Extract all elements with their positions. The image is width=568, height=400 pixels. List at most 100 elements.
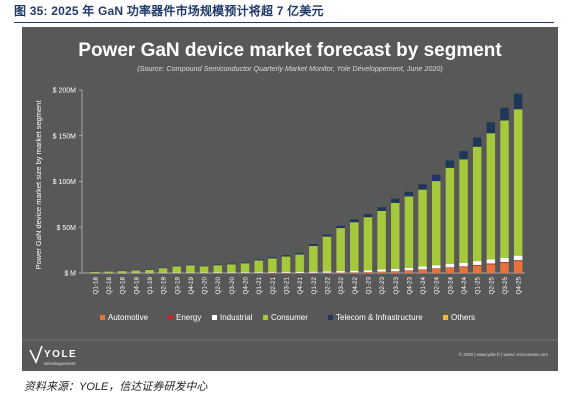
x-tick-label: Q3-18 [120, 277, 127, 295]
bar-segment-telecom-infrastructure-q2-22 [322, 234, 332, 237]
bar-segment-industrial-q3-22 [336, 271, 345, 273]
bar-segment-telecom-infrastructure-q4-22 [350, 219, 359, 223]
bar-segment-consumer-q4-22 [350, 222, 359, 271]
bar-segment-consumer-q3-18 [117, 270, 127, 273]
bar-segment-consumer-q2-19 [158, 268, 168, 273]
x-tick-label: Q1-18 [92, 277, 99, 295]
x-tick-label: Q2-18 [106, 277, 113, 295]
bar-segment-telecom-infrastructure-q3-22 [336, 225, 345, 229]
bar-segment-industrial-q1-24 [418, 266, 427, 270]
legend-swatch [168, 315, 173, 320]
bar-segment-consumer-q4-24 [459, 159, 468, 263]
bar-segment-automotive-q3-25 [500, 262, 509, 273]
bar-segment-energy-q3-25 [500, 262, 509, 263]
legend-swatch [328, 315, 333, 320]
x-tick-label: Q4-22 [352, 277, 359, 295]
bar-segment-industrial-q4-20 [240, 272, 250, 273]
caption-rule [14, 22, 554, 23]
bar-segment-telecom-infrastructure-q2-23 [377, 207, 386, 211]
bar-segment-industrial-q2-23 [377, 269, 386, 272]
chart-panel [22, 27, 558, 371]
figure-caption: 图 35: 2025 年 GaN 功率器件市场规模预计将超 7 亿美元 [14, 4, 324, 18]
bar-segment-telecom-infrastructure-q4-21 [295, 253, 304, 255]
bar-segment-telecom-infrastructure-q2-25 [486, 122, 496, 134]
bar-segment-telecom-infrastructure-q3-20 [227, 263, 236, 265]
bar-segment-telecom-infrastructure-q3-24 [445, 160, 455, 168]
bar-segment-consumer-q3-21 [281, 256, 291, 273]
x-tick-label: Q4-25 [516, 277, 523, 295]
bar-segment-consumer-q1-23 [363, 217, 373, 271]
bar-segment-automotive-q1-24 [418, 269, 427, 273]
x-tick-label: Q4-21 [297, 277, 304, 295]
bar-segment-industrial-q2-24 [432, 265, 441, 269]
legend-swatch [100, 315, 105, 320]
bar-segment-automotive-q4-23 [404, 270, 414, 273]
bar-segment-industrial-q4-22 [350, 270, 359, 273]
bar-segment-consumer-q2-25 [486, 133, 496, 260]
bar-segment-telecom-infrastructure-q3-25 [500, 107, 509, 121]
x-tick-label: Q2-24 [434, 277, 441, 295]
bar-segment-energy-q3-24 [445, 267, 455, 268]
bar-segment-automotive-q1-25 [472, 265, 482, 273]
bar-segment-consumer-q4-19 [186, 265, 195, 273]
x-tick-label: Q2-25 [488, 277, 495, 295]
y-ticks: $ M $ 50M $ 100M $ 150M $ 200M [53, 88, 82, 278]
legend-label: Consumer [271, 313, 308, 322]
bar-segment-industrial-q1-23 [363, 270, 373, 273]
bar-segment-industrial-q2-22 [322, 271, 332, 273]
bar-segment-consumer-q1-25 [472, 146, 482, 262]
bar-segment-industrial-q3-24 [445, 263, 455, 268]
bar-segment-automotive-q3-24 [445, 267, 455, 273]
x-tick-label: Q1-24 [420, 277, 427, 295]
bar-segment-telecom-infrastructure-q4-24 [459, 151, 468, 160]
legend-label: Energy [176, 313, 201, 322]
x-tick-label: Q2-19 [161, 277, 168, 295]
y-tick-label: $ 150M [53, 133, 77, 140]
x-tick-label: Q2-20 [215, 277, 222, 295]
bar-segment-consumer-q3-19 [172, 266, 181, 273]
bar-segment-consumer-q3-25 [500, 120, 509, 258]
x-tick-label: Q2-21 [270, 277, 277, 295]
logo-text: YOLE [44, 349, 77, 360]
x-tick-label: Q1-20 [202, 277, 209, 295]
y-tick-label: $ 50M [57, 225, 77, 232]
bars [90, 93, 523, 274]
x-tick-label: Q4-23 [406, 277, 413, 295]
x-ticks: Q1-18 Q2-18 Q3-18 Q4-18 Q1-19 Q2-19 Q3-19 Q4-19… [92, 277, 522, 295]
y-tick-label: $ 100M [53, 179, 77, 186]
x-tick-label: Q4-24 [461, 277, 468, 295]
bar-segment-telecom-infrastructure-q4-23 [404, 191, 414, 197]
bar-segment-energy-q4-25 [513, 260, 523, 262]
chart-subtitle: (Source: Compound Semiconductor Quarterl… [137, 64, 443, 73]
bar-segment-automotive-q4-25 [513, 261, 523, 273]
x-tick-label: Q3-24 [447, 277, 454, 295]
bar-segment-automotive-q2-25 [486, 264, 496, 273]
x-tick-label: Q4-19 [188, 277, 195, 295]
bar-segment-energy-q1-25 [472, 264, 482, 266]
bar-segment-telecom-infrastructure-q4-20 [240, 262, 250, 264]
legend-label: Others [451, 313, 475, 322]
x-tick-label: Q1-21 [256, 277, 263, 295]
x-tick-label: Q1-23 [365, 277, 372, 295]
x-tick-label: Q3-25 [502, 277, 509, 295]
legend-label: Telecom & Infrastructure [336, 313, 423, 322]
x-tick-label: Q3-22 [338, 277, 345, 295]
bar-segment-telecom-infrastructure-q1-24 [418, 184, 427, 190]
x-tick-label: Q1-22 [311, 277, 318, 295]
bar-segment-automotive-q4-24 [459, 267, 468, 273]
bar-segment-consumer-q2-18 [104, 271, 113, 273]
bar-segment-consumer-q2-22 [322, 236, 332, 272]
x-tick-label: Q1-19 [147, 277, 154, 295]
bar-segment-consumer-q2-24 [432, 181, 441, 266]
yole-logo: YOLE Développement [29, 345, 77, 366]
bar-segment-telecom-infrastructure-q4-19 [186, 264, 195, 266]
bar-segment-industrial-q1-21 [254, 272, 263, 273]
bar-segment-consumer-q2-23 [377, 210, 386, 270]
bar-segment-consumer-q1-18 [90, 271, 100, 273]
bar-segment-telecom-infrastructure-q1-21 [254, 259, 263, 261]
legend-swatch [212, 315, 217, 320]
bar-segment-telecom-infrastructure-q4-25 [513, 93, 523, 110]
logo-mark-icon [29, 345, 43, 364]
bar-segment-consumer-q1-19 [145, 269, 154, 273]
